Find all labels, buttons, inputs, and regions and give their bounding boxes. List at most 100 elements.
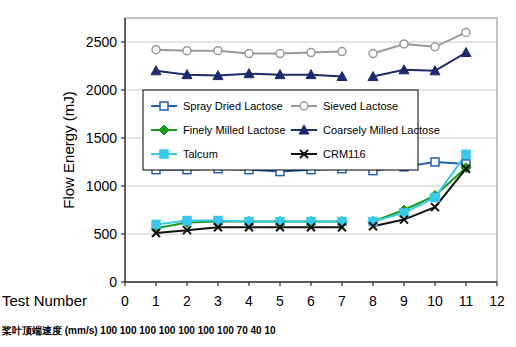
y-tick-label: 2500: [86, 34, 117, 50]
x-tick-label: 6: [307, 293, 315, 309]
point: [214, 223, 222, 231]
legend: Spray Dried Lactose Sieved Lactose Finely …: [143, 90, 440, 170]
x-tick: [373, 282, 374, 286]
y-tick: [121, 42, 125, 43]
legend-label: Sieved Lactose: [323, 100, 398, 112]
series-line: [156, 168, 466, 228]
x-tick-label: 2: [183, 293, 191, 309]
y-tick: [121, 234, 125, 235]
x-tick: [435, 282, 436, 286]
y-axis: [125, 18, 126, 282]
point: [183, 47, 191, 55]
point: [276, 223, 284, 231]
point: [462, 28, 470, 36]
y-tick-label: 1000: [86, 178, 117, 194]
grid-line: [125, 234, 497, 235]
point: [461, 48, 471, 57]
point: [461, 163, 471, 173]
point: [183, 217, 191, 225]
point: [152, 220, 160, 228]
y-tick-label: 0: [109, 274, 117, 290]
x-tick-label: 1: [152, 293, 160, 309]
x-axis: [125, 282, 497, 283]
point: [245, 50, 253, 58]
series-line: [156, 169, 466, 233]
point: [307, 223, 315, 231]
legend-marker: [300, 102, 308, 110]
legend-marker: [160, 150, 168, 158]
legend-marker: [159, 125, 169, 135]
x-tick: [249, 282, 250, 286]
point: [430, 191, 440, 201]
x-tick-label: 4: [245, 293, 253, 309]
x-tick-label: 11: [459, 293, 474, 309]
point: [275, 70, 285, 79]
x-tick: [218, 282, 219, 286]
grid-line: [125, 42, 497, 43]
point: [462, 150, 470, 158]
legend-label: CRM116: [323, 148, 366, 160]
y-tick-label: 2000: [86, 82, 117, 98]
point: [431, 203, 439, 211]
legend-marker: [300, 150, 308, 158]
point: [245, 223, 253, 231]
point: [337, 72, 347, 81]
legend-label: Spray Dried Lactose: [183, 100, 283, 112]
y-tick-label: 500: [94, 226, 118, 242]
point: [183, 226, 191, 234]
x-tick-label: 10: [427, 293, 443, 309]
y-tick: [121, 186, 125, 187]
x-tick: [342, 282, 343, 286]
x-tick: [311, 282, 312, 286]
x-tick: [125, 282, 126, 286]
x-tick: [156, 282, 157, 286]
point: [276, 50, 284, 58]
x-axis-label: Test Number: [2, 292, 87, 309]
point: [244, 69, 254, 78]
point: [306, 70, 316, 79]
y-tick-label: 1500: [86, 130, 117, 146]
plot-frame: [125, 18, 497, 282]
y-tick: [121, 138, 125, 139]
point: [368, 72, 378, 81]
point: [214, 47, 222, 55]
x-tick-label: 5: [276, 293, 284, 309]
x-tick-label: 0: [121, 293, 129, 309]
legend-marker: [299, 125, 309, 134]
point: [431, 158, 439, 166]
point: [182, 70, 192, 79]
y-axis-label: Flow Energy (mJ): [60, 91, 77, 209]
legend-label: Coarsely Milled Lactose: [323, 124, 440, 136]
point: [430, 66, 440, 75]
point: [338, 223, 346, 231]
point: [369, 50, 377, 58]
x-tick-label: 7: [338, 293, 346, 309]
point: [400, 216, 408, 224]
legend-marker: [160, 102, 168, 110]
x-tick-label: 3: [214, 293, 222, 309]
x-tick: [404, 282, 405, 286]
legend-label: Finely Milled Lactose: [183, 124, 286, 136]
grid-line: [125, 282, 497, 283]
point: [400, 40, 408, 48]
legend-label: Talcum: [183, 148, 218, 160]
point: [431, 43, 439, 51]
point: [369, 222, 377, 230]
y-tick: [121, 90, 125, 91]
point: [399, 65, 409, 74]
annotation: 桨叶顶端速度 (mm/s) 100 100 100 100 100 100 10…: [1, 325, 276, 336]
x-tick-label: 12: [489, 293, 505, 309]
grid-line: [125, 186, 497, 187]
y-tick: [121, 282, 125, 283]
x-tick: [187, 282, 188, 286]
point: [462, 165, 470, 173]
chart: 050010001500200025000123456789101112Test…: [0, 0, 516, 347]
point: [152, 46, 160, 54]
x-tick: [280, 282, 281, 286]
point: [307, 49, 315, 57]
point: [152, 229, 160, 237]
x-tick: [497, 282, 498, 286]
point: [151, 66, 161, 75]
point: [431, 194, 439, 202]
point: [338, 48, 346, 56]
